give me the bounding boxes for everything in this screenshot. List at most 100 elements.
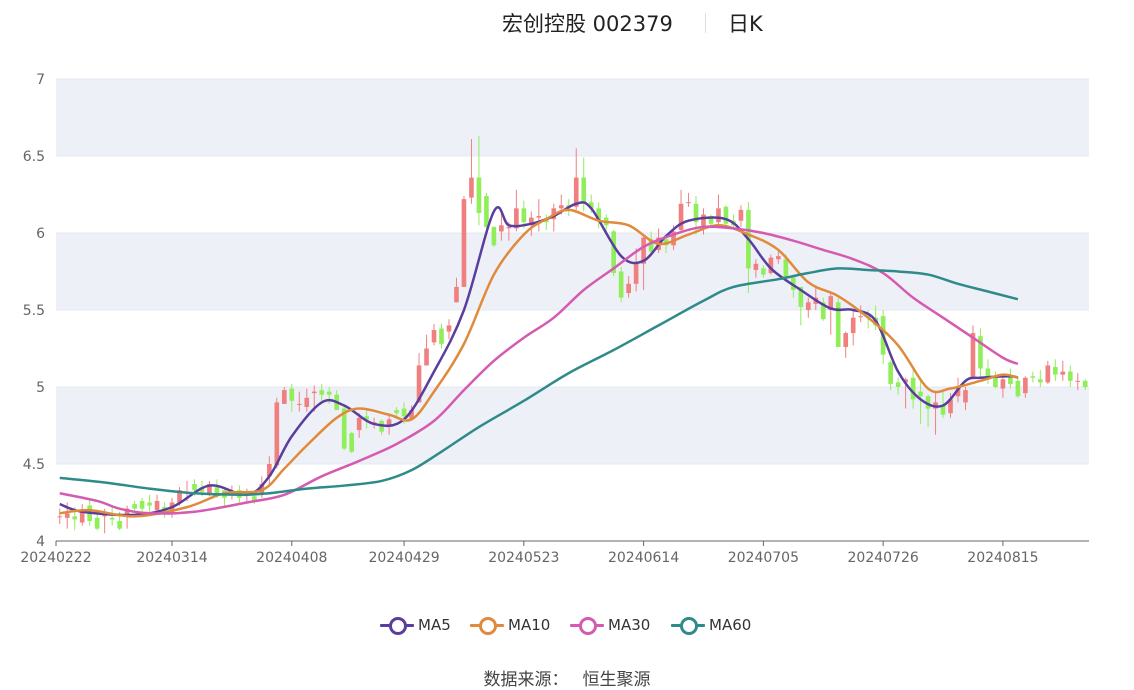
ma-line-ma60 [59, 267, 1019, 497]
candle-body [1008, 376, 1013, 384]
y-tick-label: 4.5 [23, 457, 45, 473]
candle-body [192, 484, 197, 491]
candle-body [1052, 366, 1058, 375]
candle-body [985, 368, 991, 378]
legend-marker-ma10 [470, 616, 504, 635]
grid-band [56, 233, 1089, 310]
candle-body [281, 390, 287, 404]
candle-body [147, 502, 152, 506]
candle-body [895, 382, 901, 387]
legend-item-ma5[interactable]: MA5 [380, 613, 451, 637]
candle-body [1067, 371, 1073, 381]
candle-body [678, 203, 684, 230]
candle-body [491, 226, 497, 246]
candle-body [386, 419, 392, 428]
x-tick-label: 20240408 [256, 550, 327, 566]
candle-body [626, 283, 631, 294]
candle-body [738, 209, 744, 221]
candle-body [581, 177, 587, 204]
candle-body [319, 390, 325, 395]
candle-body [476, 177, 482, 213]
chart-title-row: 宏创控股 002379 日K [0, 8, 1134, 38]
candle-body [805, 302, 811, 310]
candle-body [79, 511, 85, 523]
y-tick-label: 4 [36, 534, 45, 550]
ma-line-ma30 [59, 225, 1019, 515]
candle-body [835, 302, 841, 347]
title-divider [705, 13, 706, 33]
candle-body [783, 259, 789, 278]
chart-period: 日K [728, 12, 763, 36]
legend-marker-ma60 [671, 616, 705, 635]
candle-body [1060, 371, 1066, 375]
candle-body [267, 464, 272, 477]
candle-body [289, 388, 295, 401]
legend-item-ma10[interactable]: MA10 [470, 613, 550, 637]
candle-body [955, 387, 961, 397]
candle-body [416, 365, 422, 403]
candle-body [843, 333, 849, 347]
x-tick-label: 20240523 [488, 550, 559, 566]
candle-body [1038, 379, 1043, 383]
data-source-value: 恒生聚源 [582, 670, 651, 690]
candle-body [798, 286, 804, 307]
candle-body [154, 500, 160, 511]
x-tick-label: 20240614 [608, 550, 679, 566]
candle-body [1023, 377, 1028, 394]
candle-body [326, 391, 332, 395]
candle-body [529, 217, 534, 226]
candle-body [356, 417, 362, 431]
candle-body [506, 226, 512, 229]
candle-body [424, 348, 429, 366]
candle-body [139, 500, 145, 509]
candle-body [708, 216, 714, 224]
x-tick-label: 20240815 [967, 550, 1038, 566]
candle-body [978, 336, 983, 369]
candle-body [409, 410, 414, 420]
candle-body [304, 397, 310, 408]
candle-body [132, 504, 137, 509]
candle-body [401, 408, 407, 417]
candle-body [214, 487, 220, 495]
legend-label-ma30: MA30 [608, 616, 651, 634]
candle-body [963, 390, 968, 403]
candle-body [925, 396, 931, 409]
candle-body [454, 286, 459, 303]
candle-body [693, 203, 699, 223]
legend-label-ma10: MA10 [508, 616, 551, 634]
candle-body [431, 330, 437, 343]
candle-body [970, 333, 976, 378]
y-tick-label: 7 [36, 72, 45, 88]
x-tick-label: 20240726 [848, 550, 919, 566]
ma-line-ma5 [59, 201, 1019, 517]
candle-body [858, 316, 864, 318]
legend-item-ma60[interactable]: MA60 [671, 613, 751, 637]
candle-body [918, 391, 923, 397]
candle-body [671, 231, 676, 246]
legend: MA5 MA10 MA30 MA60 [0, 613, 1134, 637]
candle-body [274, 402, 280, 466]
candle-body [940, 405, 946, 415]
candle-body [64, 513, 70, 518]
chart-title: 宏创控股 002379 [502, 12, 673, 36]
candle-body [543, 219, 549, 223]
candle-body [124, 508, 130, 517]
candle-body [536, 216, 542, 218]
candle-body [177, 490, 182, 503]
legend-marker-ma30 [570, 616, 604, 635]
legend-marker-ma5 [380, 616, 414, 635]
candle-body [723, 206, 729, 224]
candle-body [514, 208, 519, 229]
y-tick-label: 6.5 [23, 149, 45, 165]
data-source-label: 数据来源： [483, 670, 569, 690]
candle-body [252, 496, 257, 501]
candle-body [888, 362, 893, 384]
legend-item-ma30[interactable]: MA30 [570, 613, 650, 637]
candle-body [1045, 365, 1051, 383]
candle-body [117, 520, 122, 529]
candle-body [1000, 379, 1006, 389]
candle-body [910, 377, 916, 400]
candle-body [499, 225, 504, 232]
candle-body [57, 516, 63, 518]
